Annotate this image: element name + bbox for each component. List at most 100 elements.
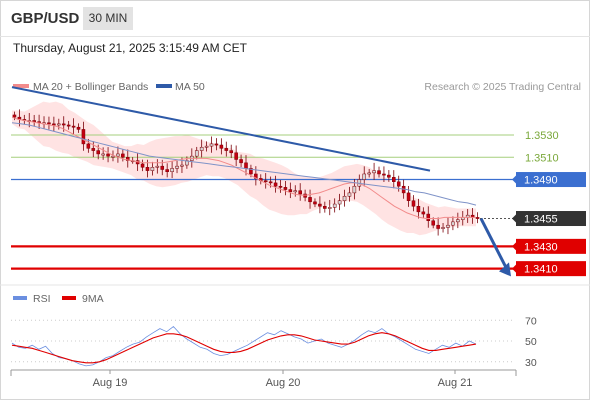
candle-body <box>204 145 209 148</box>
candle-body <box>66 124 71 127</box>
current-price-box <box>516 211 586 227</box>
candle-body <box>165 169 169 172</box>
legend-ma20-swatch <box>13 84 29 88</box>
ma20-line <box>11 116 476 219</box>
candle-body <box>145 167 150 171</box>
candle-body <box>441 227 445 229</box>
candle-body <box>352 185 357 194</box>
candle-body <box>155 165 160 168</box>
rsi-layer: 70 50 30 <box>11 315 537 369</box>
candle-body <box>372 170 376 174</box>
legend-ma50-label: MA 50 <box>175 81 205 93</box>
candle-body <box>332 203 337 208</box>
candle-body <box>175 165 179 169</box>
candle-body <box>382 173 386 176</box>
candle-body <box>234 152 238 160</box>
candle-body <box>71 125 76 128</box>
candle-body <box>367 172 371 175</box>
candle-body <box>47 122 51 125</box>
candle-body <box>150 167 155 171</box>
level-pointer-1.3490 <box>512 174 517 185</box>
candle-body <box>362 173 367 180</box>
candle-body <box>209 143 214 147</box>
descending-trendline <box>11 86 431 172</box>
candle-body <box>387 174 391 178</box>
x-label-Aug-21: Aug 21 <box>438 377 473 389</box>
candle-body <box>416 206 421 213</box>
annotations-layer <box>11 86 511 277</box>
candle-body <box>323 206 327 209</box>
legend-9ma-swatch <box>62 296 76 300</box>
candle-body <box>224 148 229 151</box>
candle-body <box>406 192 411 201</box>
candle-body <box>337 200 342 205</box>
candle-body <box>170 168 174 172</box>
rsi-tick-30: 30 <box>525 357 537 369</box>
level-label-1.3530: 1.3530 <box>525 130 559 142</box>
candle-body <box>106 153 110 157</box>
candle-body <box>61 123 66 126</box>
candle-body <box>298 190 302 195</box>
candle-body <box>456 219 460 223</box>
candle-body <box>396 181 401 187</box>
level-pointer-1.3430 <box>512 241 517 252</box>
candle-body <box>426 213 431 221</box>
candle-body <box>194 150 199 157</box>
candle-body <box>76 126 81 130</box>
x-label-Aug-19: Aug 19 <box>93 377 128 389</box>
candle-body <box>313 201 317 205</box>
candle-body <box>475 217 480 219</box>
candle-body <box>303 193 307 198</box>
candle-body <box>57 123 61 126</box>
legend-9ma-label: 9MA <box>82 293 104 305</box>
level-box-1.3430 <box>516 238 586 254</box>
candle-body <box>81 129 86 145</box>
candle-body <box>214 143 219 146</box>
candle-body <box>96 150 100 155</box>
moving-averages-layer <box>11 116 477 219</box>
candle-body <box>451 221 455 226</box>
level-label-1.3430: 1.3430 <box>524 241 558 253</box>
level-label-1.3510: 1.3510 <box>525 152 559 164</box>
candle-body <box>160 165 165 170</box>
candle-body <box>278 185 283 188</box>
candle-body <box>327 207 332 209</box>
candle-body <box>268 181 273 184</box>
currency-pair-title: GBP/USD <box>11 10 80 27</box>
candle-body <box>12 114 17 118</box>
candle-body <box>293 190 298 193</box>
candle-body <box>308 197 312 203</box>
candle-body <box>125 157 130 161</box>
candle-body <box>229 150 233 154</box>
legend-rsi-label: RSI <box>33 293 51 305</box>
candle-body <box>116 153 120 157</box>
price-levels-layer: 1.3530 1.3510 1.3490 1.3430 1.3410 1.3455 <box>11 130 586 277</box>
candle-body <box>219 144 224 149</box>
x-axis-labels: Aug 19 Aug 20 Aug 21 <box>93 370 473 389</box>
level-box-1.3490 <box>516 172 586 188</box>
legend-ma20-label: MA 20 + Bollinger Bands <box>33 81 148 93</box>
rsi-9ma-line <box>11 332 477 364</box>
candle-body <box>249 168 253 175</box>
ma50-line <box>11 122 477 206</box>
current-price-label: 1.3455 <box>524 214 558 226</box>
candle-body <box>342 195 347 201</box>
level-label-1.3410: 1.3410 <box>524 264 558 276</box>
candle-body <box>52 123 56 126</box>
candle-body <box>411 200 416 207</box>
current-price-pointer <box>512 213 517 224</box>
chart-header: GBP/USD 30 MIN <box>0 0 590 37</box>
candle-body <box>347 192 352 197</box>
candle-body <box>86 143 91 149</box>
candle-body <box>288 189 293 193</box>
legend-credit: Research © 2025 Trading Central <box>424 81 581 93</box>
candle-body <box>436 224 440 229</box>
candle-body <box>121 153 125 158</box>
level-label-1.3490: 1.3490 <box>524 175 558 187</box>
legend-rsi-swatch <box>13 296 27 300</box>
candle-body <box>101 153 105 156</box>
timeframe-badge[interactable]: 30 MIN <box>83 7 133 30</box>
candle-body <box>446 224 450 228</box>
level-pointer-1.3410 <box>512 263 517 274</box>
